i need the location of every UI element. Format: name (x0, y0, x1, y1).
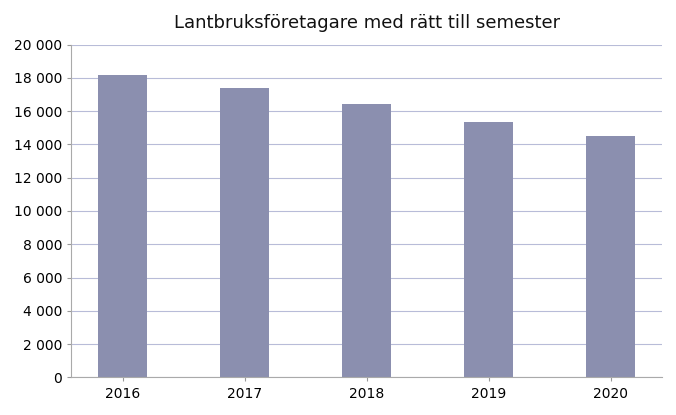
Bar (220, 88, 269, 377)
Bar (464, 122, 513, 377)
Bar (98, 75, 147, 377)
Bar (342, 104, 391, 377)
Title: Lantbruksföretagare med rätt till semester: Lantbruksföretagare med rätt till semest… (174, 14, 560, 32)
Bar (586, 136, 635, 377)
